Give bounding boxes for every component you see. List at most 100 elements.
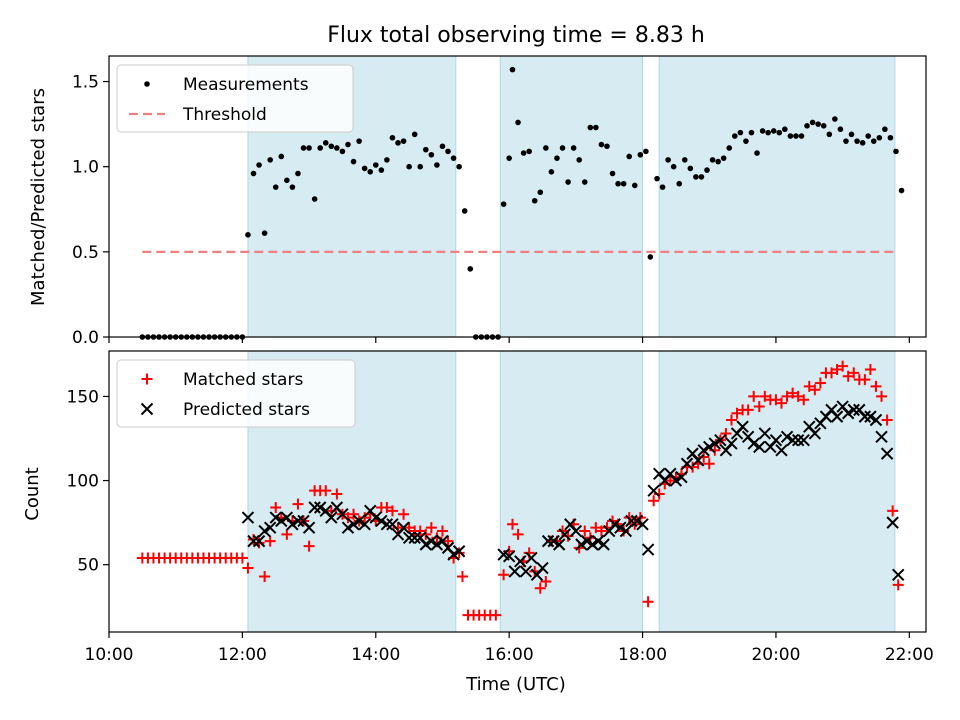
plot-frame — [108, 55, 927, 338]
matched-star-point — [498, 569, 510, 581]
matched-star-point — [725, 414, 737, 426]
predicted-star-point — [252, 534, 266, 548]
x-tick-label: 10:00 — [85, 645, 134, 665]
measurement-point — [250, 170, 257, 177]
predicted-star-point — [747, 437, 760, 450]
matched-star-point — [781, 390, 793, 402]
measurement-point — [776, 129, 783, 136]
predicted-star-point — [841, 407, 855, 420]
matched-star-point — [381, 501, 393, 513]
predicted-star-point — [419, 538, 433, 551]
predicted-star-point — [753, 440, 766, 454]
predicted-star-point — [430, 538, 444, 551]
measurement-point — [726, 145, 733, 151]
predicted-star-point — [286, 518, 299, 531]
predicted-star-point — [514, 555, 527, 568]
predicted-star-point — [808, 427, 822, 440]
predicted-star-point — [886, 516, 899, 529]
measurement-point — [754, 150, 760, 156]
top-panel: 0.0 0.5 1.0 1.5 Measurements Threshold — [72, 55, 927, 348]
measurement-point — [782, 126, 788, 133]
matched-star-point — [798, 394, 810, 406]
measurement-point — [439, 143, 446, 150]
matched-star-point — [809, 384, 821, 396]
measurement-point — [367, 169, 374, 175]
measurement-point — [311, 196, 318, 202]
measurement-point — [593, 124, 599, 131]
measurement-point — [609, 170, 616, 177]
measurement-point — [261, 230, 268, 236]
measurement-point — [406, 163, 412, 170]
predicted-star-point — [858, 410, 872, 423]
predicted-star-point — [575, 538, 588, 551]
predicted-star-point — [775, 444, 788, 457]
measurement-point — [770, 128, 777, 134]
measurement-point — [267, 157, 273, 163]
measurement-point — [526, 148, 532, 155]
matched-star-point — [414, 525, 426, 537]
matched-star-point — [436, 525, 448, 537]
predicted-star-point — [369, 511, 382, 524]
measurement-point — [434, 162, 440, 168]
predicted-star-point — [547, 534, 560, 548]
bottom-y-axis-label: Count — [22, 467, 43, 520]
predicted-star-point — [675, 470, 688, 484]
measurement-point — [848, 131, 855, 138]
predicted-star-point — [691, 454, 705, 467]
predicted-star-point — [892, 568, 905, 581]
predicted-star-point — [608, 518, 621, 531]
matched-star-point — [864, 364, 876, 376]
measurement-point — [798, 133, 805, 139]
matched-star-point — [590, 522, 602, 534]
predicted-star-point — [447, 548, 460, 561]
shaded-interval — [658, 55, 896, 338]
measurement-point — [506, 155, 512, 161]
measurement-point — [361, 165, 368, 172]
measurement-point — [565, 179, 571, 185]
measurement-point — [306, 145, 312, 151]
measurement-point — [422, 146, 429, 153]
predicted-star-point — [697, 444, 710, 457]
matched-star-point — [579, 525, 591, 537]
matched-star-point — [703, 458, 715, 470]
measurement-point — [428, 151, 435, 158]
shaded-interval — [499, 350, 644, 633]
measurement-point — [389, 134, 396, 141]
y-tick-label: 50 — [77, 556, 99, 576]
measurement-point — [384, 157, 390, 163]
predicted-star-point — [302, 521, 316, 534]
measurement-point — [300, 145, 307, 151]
shaded-interval — [499, 55, 644, 338]
matched-star-point — [831, 364, 843, 376]
predicted-star-point — [347, 518, 360, 531]
matched-star-point — [787, 387, 799, 399]
predicted-star-point — [641, 543, 655, 556]
measurement-point — [256, 162, 262, 168]
measurement-point — [659, 184, 666, 190]
predicted-star-point — [258, 524, 271, 538]
matched-star-point — [892, 579, 904, 591]
predicted-star-point — [308, 501, 321, 514]
matched-star-point — [742, 404, 754, 416]
measurement-point — [615, 180, 621, 187]
x-axis-label: Time (UTC) — [465, 674, 566, 695]
predicted-star-point — [597, 538, 610, 551]
predicted-star-point — [630, 514, 644, 528]
measurement-point — [832, 116, 838, 122]
measurement-point — [372, 162, 379, 168]
matched-star-point — [803, 380, 815, 392]
predicted-star-point — [875, 430, 888, 444]
matched-star-point — [506, 518, 518, 530]
x-tick-label: 18:00 — [618, 645, 667, 665]
legend-box — [116, 64, 354, 133]
predicted-star-point — [341, 521, 355, 534]
predicted-star-point — [569, 524, 583, 538]
predicted-star-point — [452, 545, 466, 558]
matched-star-point — [398, 508, 410, 520]
x-tick-label: 20:00 — [751, 645, 800, 665]
legend-label: Predicted stars — [183, 400, 310, 420]
measurement-point — [245, 232, 251, 238]
predicted-star-point — [519, 565, 533, 578]
matched-star-point — [664, 475, 676, 487]
